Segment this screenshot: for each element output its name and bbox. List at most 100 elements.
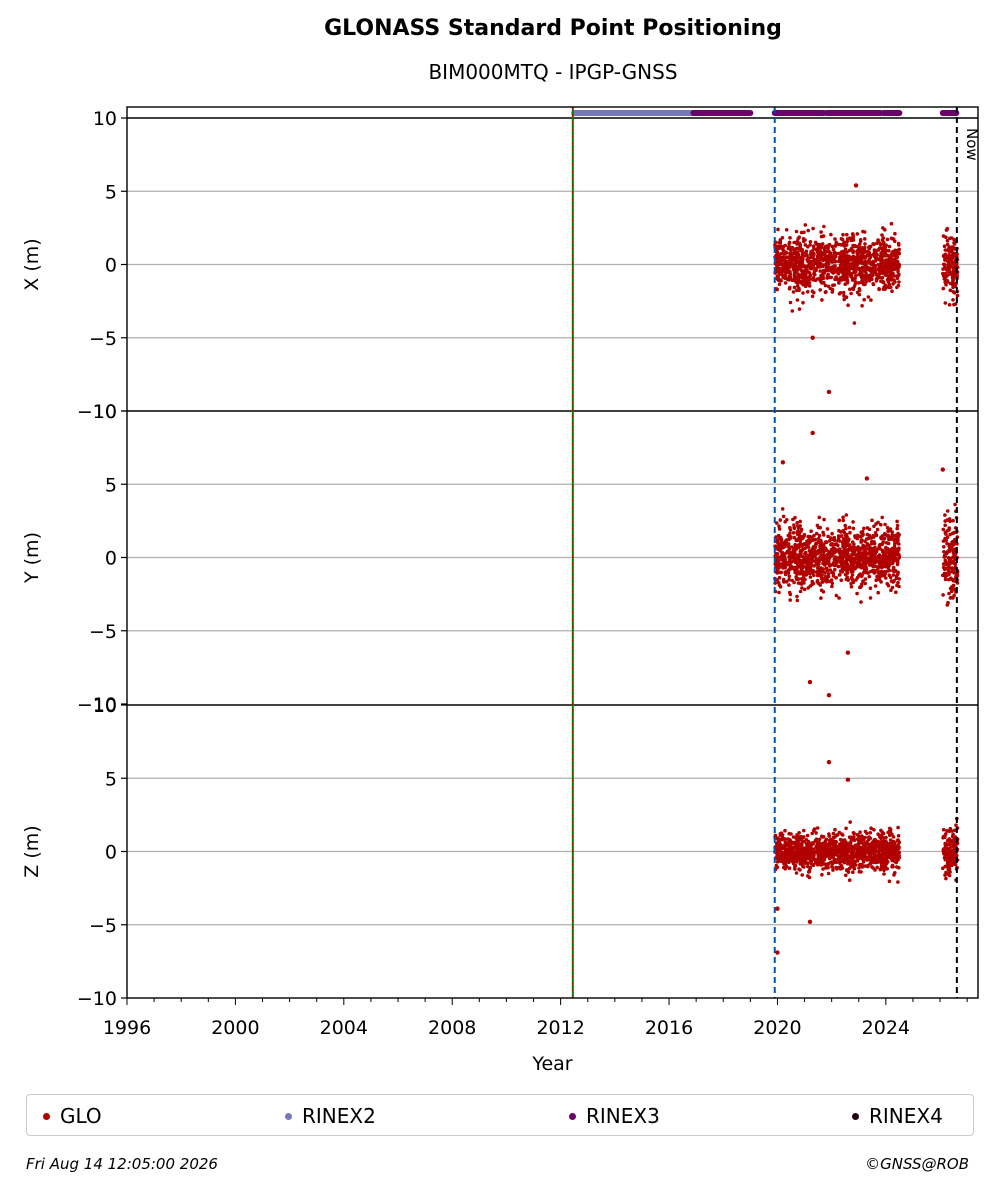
data-point-glo — [838, 867, 843, 871]
data-point-glo — [892, 579, 896, 583]
data-point-glo — [787, 537, 791, 542]
data-point-glo — [811, 226, 815, 231]
data-point-glo — [863, 835, 867, 840]
data-point-glo — [838, 291, 843, 295]
data-point-glo — [806, 856, 810, 861]
data-point-glo — [944, 267, 948, 272]
data-point-glo — [941, 827, 946, 832]
data-point-glo — [880, 570, 885, 574]
data-point-glo — [860, 268, 864, 272]
data-point-glo-outlier — [807, 919, 813, 925]
data-point-glo — [827, 267, 832, 271]
data-point-glo — [950, 834, 955, 839]
data-point-glo — [859, 530, 863, 535]
data-point-glo — [781, 255, 785, 259]
data-point-glo — [821, 561, 825, 566]
data-point-glo — [820, 274, 824, 279]
data-point-glo — [800, 254, 805, 259]
data-point-glo — [865, 863, 870, 868]
y-tick-label: 0 — [105, 842, 117, 864]
data-point-glo — [833, 237, 837, 241]
data-point-glo — [948, 519, 952, 523]
data-point-glo — [817, 859, 821, 864]
data-point-glo — [796, 581, 801, 585]
data-point-glo — [893, 231, 897, 236]
data-point-glo — [832, 550, 837, 555]
data-point-glo — [952, 587, 957, 591]
data-point-glo — [859, 574, 864, 579]
data-point-glo — [846, 848, 850, 852]
data-point-glo — [832, 535, 837, 540]
data-point-glo — [884, 576, 888, 580]
data-point-glo — [943, 577, 948, 582]
data-point-glo — [809, 862, 814, 866]
data-point-glo — [838, 861, 842, 865]
data-point-glo — [777, 583, 782, 587]
data-point-glo — [951, 298, 955, 302]
data-point-glo — [810, 289, 815, 294]
data-point-glo — [876, 567, 880, 571]
data-point-glo — [891, 282, 895, 286]
data-point-glo — [896, 241, 901, 246]
data-point-glo — [895, 865, 899, 869]
data-point-glo — [840, 563, 845, 567]
data-point-glo — [819, 854, 823, 858]
data-point-glo — [884, 270, 889, 274]
data-point-glo — [896, 283, 901, 288]
data-point-glo — [858, 239, 863, 243]
data-point-glo — [775, 552, 780, 556]
data-point-glo — [841, 290, 846, 295]
data-point-glo — [803, 857, 807, 862]
data-point-glo — [830, 581, 835, 586]
data-point-glo — [776, 227, 780, 232]
data-point-glo — [793, 515, 797, 520]
data-point-glo — [862, 856, 866, 861]
data-point-glo — [873, 549, 878, 554]
data-point-glo — [811, 552, 816, 557]
data-point-glo — [880, 834, 884, 839]
data-point-glo — [800, 843, 804, 847]
data-point-glo — [773, 243, 777, 247]
data-point-glo — [889, 850, 894, 855]
data-point-glo — [792, 565, 797, 570]
data-point-glo — [817, 560, 821, 564]
data-point-glo — [822, 247, 827, 251]
data-point-glo — [795, 532, 800, 537]
data-point-glo — [881, 831, 886, 836]
data-point-glo — [819, 234, 824, 239]
data-point-glo — [792, 535, 797, 540]
data-point-glo — [875, 527, 880, 532]
data-point-glo — [844, 259, 848, 264]
data-point-glo — [837, 851, 842, 855]
data-point-glo — [841, 528, 846, 533]
data-point-glo — [806, 256, 811, 261]
data-point-glo — [853, 534, 857, 538]
series-glo — [773, 183, 960, 955]
data-point-glo — [842, 273, 846, 278]
data-point-glo — [782, 259, 786, 263]
data-point-glo — [802, 281, 807, 286]
data-point-glo — [947, 591, 951, 596]
data-point-glo — [849, 560, 853, 564]
data-point-glo — [836, 538, 840, 543]
data-point-glo — [804, 846, 808, 850]
data-point-glo — [782, 578, 786, 583]
data-point-glo — [948, 542, 952, 547]
data-point-glo — [811, 556, 815, 560]
data-point-glo — [860, 556, 865, 561]
data-point-glo — [847, 267, 852, 272]
data-point-glo — [788, 551, 793, 555]
data-point-glo — [797, 545, 801, 549]
data-point-glo — [802, 587, 807, 592]
data-point-glo — [888, 826, 892, 831]
data-point-glo — [944, 571, 949, 576]
data-point-glo — [896, 880, 900, 884]
data-point-glo — [867, 278, 872, 283]
data-point-glo — [864, 848, 869, 852]
data-point-glo — [831, 868, 835, 872]
data-point-glo — [877, 857, 882, 862]
data-point-glo — [780, 245, 785, 250]
data-point-glo — [843, 247, 848, 252]
data-point-glo — [893, 849, 897, 853]
data-point-glo — [805, 282, 810, 287]
